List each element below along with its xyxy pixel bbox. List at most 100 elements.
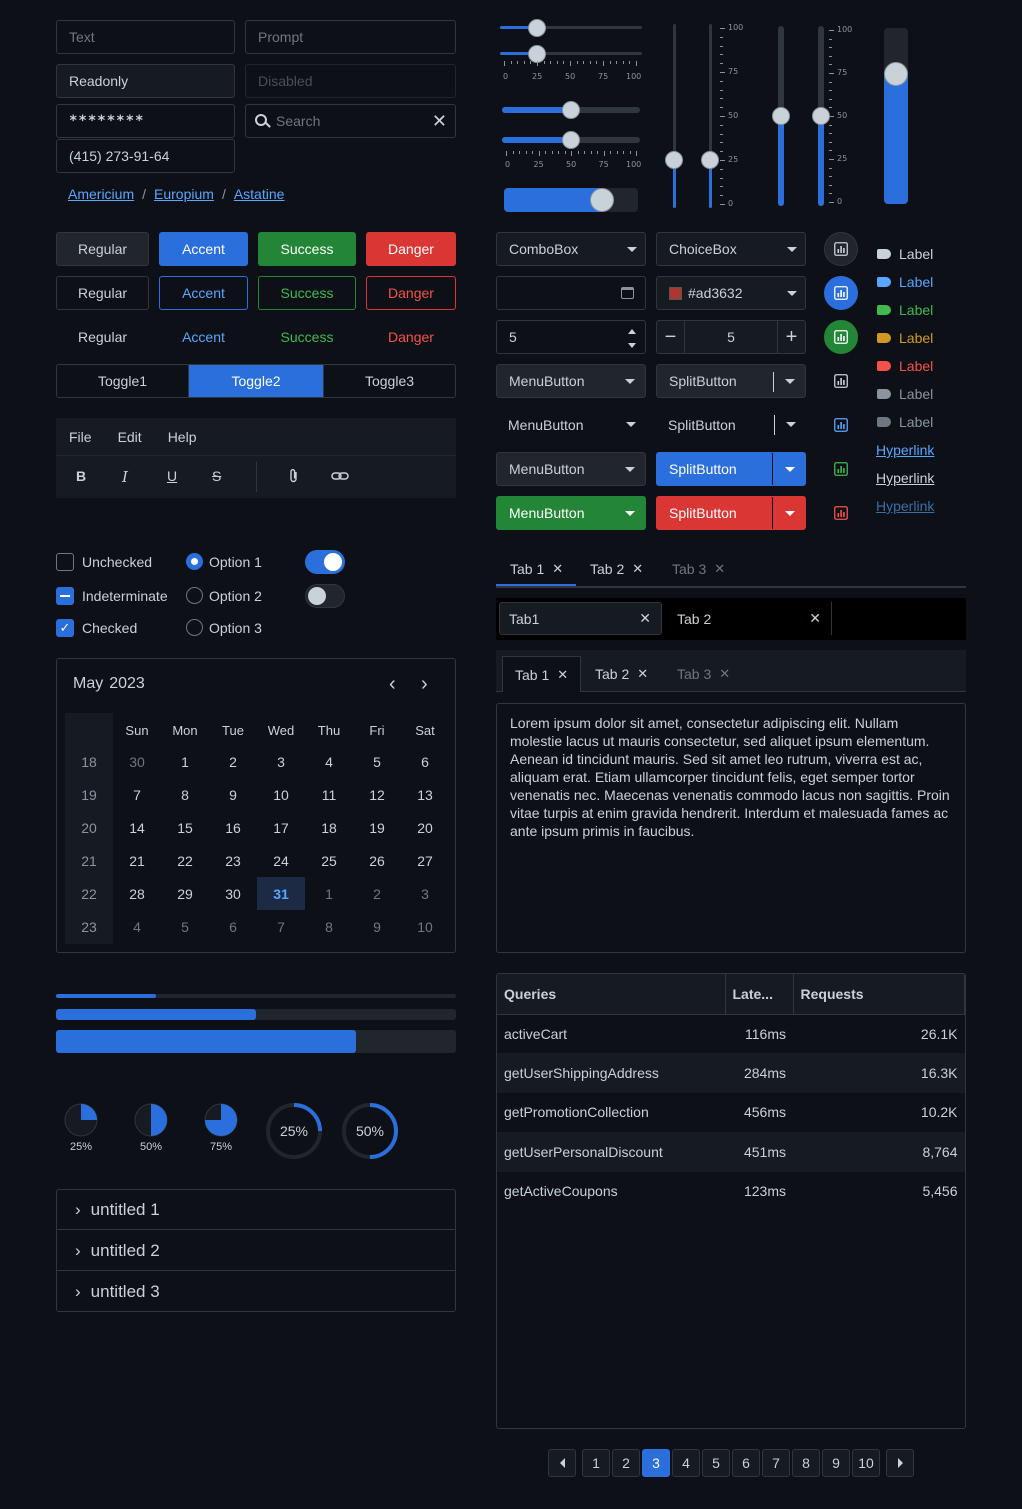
calendar-day[interactable]: 17	[273, 819, 289, 836]
chevron-right-icon[interactable]: ›	[421, 673, 428, 695]
password-input[interactable]: ********	[56, 104, 235, 138]
breadcrumb-item[interactable]: Americium	[68, 186, 135, 202]
indeterminate-icon[interactable]	[56, 587, 74, 605]
page-button[interactable]: 7	[762, 1449, 790, 1477]
calendar-day[interactable]: 29	[177, 885, 193, 902]
page-button[interactable]: 1	[582, 1449, 610, 1477]
danger-outline-button[interactable]: Danger	[366, 276, 456, 310]
calendar-day[interactable]: 12	[369, 786, 385, 803]
italic-icon[interactable]: I	[122, 468, 128, 486]
checkbox-indeterminate[interactable]: Indeterminate	[56, 587, 168, 605]
split-button[interactable]: SplitButton	[656, 364, 806, 398]
hyperlink[interactable]: Hyperlink	[876, 442, 935, 458]
radio-selected-icon[interactable]	[186, 553, 203, 570]
calendar-day[interactable]: 7	[277, 918, 285, 935]
calendar-day[interactable]: 1	[325, 885, 333, 902]
calendar-day[interactable]: 10	[417, 918, 433, 935]
close-icon[interactable]: ✕	[557, 666, 569, 682]
regular-flat-button[interactable]: Regular	[77, 329, 128, 345]
slider-knob[interactable]	[772, 107, 790, 125]
menu-file[interactable]: File	[69, 429, 92, 445]
tab-1[interactable]: Tab1 ✕	[499, 602, 662, 635]
calendar-day[interactable]: 6	[229, 918, 237, 935]
accent-flat-button[interactable]: Accent	[182, 329, 225, 345]
toggle-1[interactable]: Toggle1	[57, 365, 189, 397]
calendar-day[interactable]: 30	[225, 885, 241, 902]
calendar-day[interactable]: 11	[321, 786, 337, 803]
page-button[interactable]: 10	[852, 1449, 880, 1477]
slider-knob[interactable]	[701, 151, 719, 169]
chart-icon-button[interactable]	[824, 496, 858, 530]
radio-icon[interactable]	[186, 587, 203, 604]
chart-icon-button[interactable]	[824, 320, 858, 354]
chart-icon-button[interactable]	[824, 452, 858, 486]
danger-flat-button[interactable]: Danger	[388, 329, 434, 345]
page-button[interactable]: 3	[642, 1449, 670, 1477]
calendar-day[interactable]: 6	[421, 753, 429, 770]
success-button[interactable]: Success	[258, 232, 356, 266]
calendar-day[interactable]: 8	[325, 918, 333, 935]
calendar-day[interactable]: 2	[229, 753, 237, 770]
tab-2[interactable]: Tab 2 ✕	[595, 666, 649, 682]
calendar-day[interactable]: 4	[133, 918, 141, 935]
split-button-danger[interactable]: SplitButton	[656, 496, 806, 530]
page-button[interactable]: 4	[672, 1449, 700, 1477]
close-icon[interactable]: ✕	[552, 561, 564, 576]
color-picker[interactable]: #ad3632	[656, 276, 806, 310]
calendar-day[interactable]: 7	[133, 786, 141, 803]
calendar-day[interactable]: 8	[181, 786, 189, 803]
calendar-day[interactable]: 27	[417, 852, 433, 869]
next-page-button[interactable]	[886, 1449, 914, 1477]
calendar-day[interactable]: 3	[277, 753, 285, 770]
calendar-day[interactable]: 15	[177, 819, 193, 836]
danger-button[interactable]: Danger	[366, 232, 456, 266]
chart-icon-button[interactable]	[824, 276, 858, 310]
attachment-icon[interactable]	[287, 468, 301, 484]
radio-option-1[interactable]: Option 1	[186, 553, 262, 570]
spinner-up-icon[interactable]	[628, 329, 636, 334]
toggle-switch-off[interactable]	[305, 584, 345, 608]
page-button[interactable]: 2	[612, 1449, 640, 1477]
calendar-day[interactable]: 2	[373, 885, 381, 902]
split-button-accent[interactable]: SplitButton	[656, 452, 806, 486]
slider-ticked-track[interactable]	[500, 52, 642, 55]
calendar-day[interactable]: 26	[369, 852, 385, 869]
slider-knob[interactable]	[562, 101, 580, 119]
slider-knob[interactable]	[590, 188, 614, 212]
accent-button[interactable]: Accent	[159, 232, 248, 266]
toggle-switch-on[interactable]	[305, 550, 345, 574]
regular-outline-button[interactable]: Regular	[56, 276, 149, 310]
menu-help[interactable]: Help	[167, 429, 197, 445]
tab-1[interactable]: Tab 1 ✕	[502, 656, 581, 692]
table-row[interactable]: getPromotionCollection 456ms 10.2K	[497, 1092, 965, 1133]
radio-option-2[interactable]: Option 2	[186, 587, 262, 604]
phone-input[interactable]: (415) 273-91-64	[56, 139, 235, 173]
vertical-slider-track[interactable]	[673, 24, 676, 208]
accordion-item-1[interactable]: › untitled 1	[57, 1190, 455, 1230]
column-header[interactable]: Requests	[793, 974, 965, 1014]
column-header[interactable]: Late...	[725, 974, 794, 1014]
table-row[interactable]: getUserPersonalDiscount 451ms 8,764	[497, 1132, 965, 1172]
menu-button-regular[interactable]: MenuButton	[496, 452, 646, 486]
split-button-flat[interactable]: SplitButton	[656, 408, 806, 442]
menu-edit[interactable]: Edit	[117, 429, 142, 445]
radio-option-3[interactable]: Option 3	[186, 619, 262, 636]
stepper-input[interactable]: − 5 +	[656, 320, 806, 354]
chevron-down-icon[interactable]	[785, 379, 795, 384]
regular-button[interactable]: Regular	[56, 232, 149, 266]
calendar-day[interactable]: 20	[417, 819, 433, 836]
calendar-icon[interactable]	[621, 287, 634, 299]
success-flat-button[interactable]: Success	[280, 329, 334, 345]
spinner-input[interactable]: 5	[496, 320, 646, 354]
checkbox-unchecked[interactable]: Unchecked	[56, 553, 152, 571]
toggle-2[interactable]: Toggle2	[189, 365, 323, 397]
chart-icon-button[interactable]	[824, 408, 858, 442]
vertical-slider-ticked-track[interactable]	[709, 24, 712, 208]
tab-2[interactable]: Tab 2 ✕	[666, 602, 832, 635]
prev-page-button[interactable]	[548, 1449, 576, 1477]
clear-icon[interactable]: ✕	[431, 111, 447, 131]
combobox[interactable]: ComboBox	[496, 232, 646, 266]
radio-icon[interactable]	[186, 619, 203, 636]
choicebox[interactable]: ChoiceBox	[656, 232, 806, 266]
calendar-day[interactable]: 14	[129, 819, 145, 836]
